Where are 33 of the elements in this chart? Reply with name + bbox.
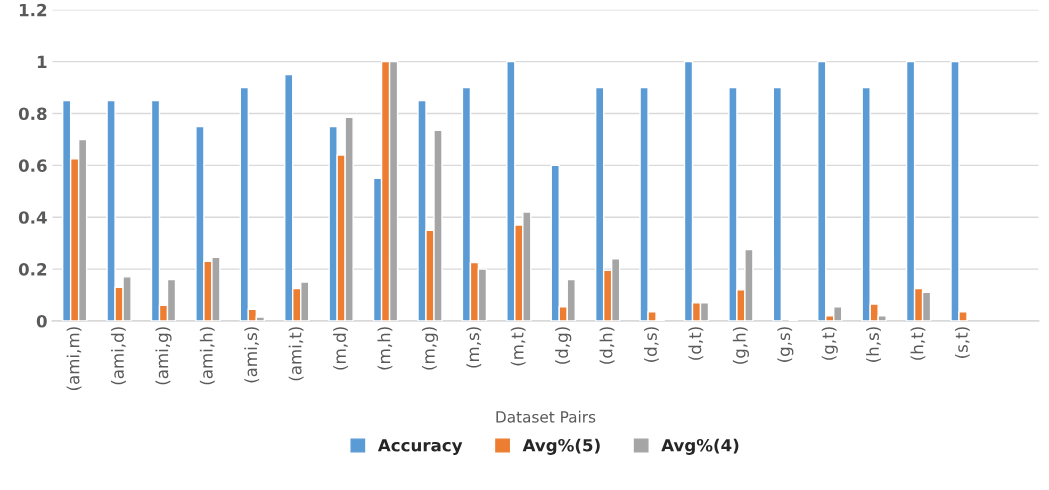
x-tick-label: (ami,t) — [288, 327, 304, 381]
x-tick-label: (h,s) — [866, 327, 881, 362]
x-tick-label: (m,h) — [377, 327, 393, 370]
y-tick-label: 0.2 — [18, 263, 47, 276]
x-tick-label: (m,s) — [466, 327, 482, 368]
y-tick-label: 0.4 — [18, 211, 47, 224]
legend-label: Accuracy — [377, 439, 463, 455]
y-tick-label: 1.2 — [19, 3, 47, 17]
x-tick-label: (d,g) — [555, 327, 572, 364]
x-tick-label: (ami,d) — [111, 327, 126, 385]
x-tick-label: (g,s) — [777, 327, 794, 362]
x-tick-label: (s,t) — [954, 327, 970, 358]
x-tick-label: (ami,m) — [66, 327, 82, 390]
legend-label: Avg%(4) — [661, 438, 739, 455]
x-tick-label: (g,t) — [821, 327, 838, 360]
bar — [772, 86, 783, 321]
x-tick-label: (m,t) — [510, 327, 526, 366]
x-axis-title: Dataset Pairs — [496, 410, 596, 423]
x-tick-label: (d,s) — [644, 327, 659, 362]
x-tick-label: (d,t) — [688, 327, 704, 360]
y-tick-label: 1 — [37, 55, 47, 68]
x-tick-label: (h,t) — [910, 327, 926, 360]
y-tick-label: 0 — [36, 314, 47, 328]
x-tick-label: (ami,h) — [199, 327, 215, 385]
x-tick-label: (d,h) — [599, 327, 615, 364]
x-tick-label: (ami,g) — [155, 327, 172, 385]
legend-label: Avg%(5) — [522, 438, 600, 455]
y-tick-label: 0.8 — [18, 107, 47, 121]
x-tick-label: (m,d) — [333, 327, 348, 370]
x-tick-label: (m,g) — [421, 327, 439, 370]
x-tick-label: (ami,s) — [244, 327, 260, 383]
x-tick-label: (g,h) — [732, 327, 749, 364]
y-tick-label: 0.6 — [18, 159, 47, 172]
